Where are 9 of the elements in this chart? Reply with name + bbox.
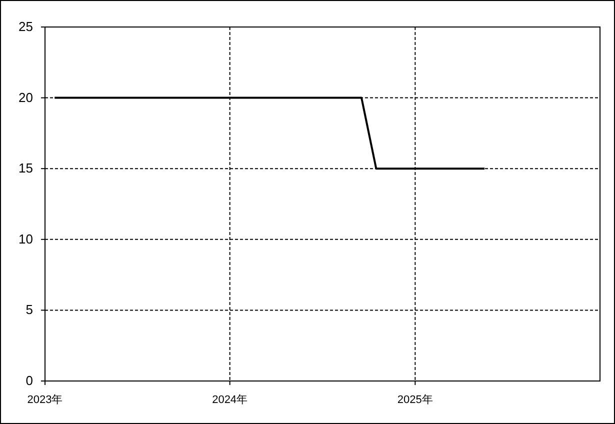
y-tick-label: 10 [18, 231, 33, 246]
y-tick-label: 0 [26, 373, 33, 388]
y-tick-label: 15 [18, 160, 33, 176]
x-tick-label: 2023年 [27, 394, 63, 406]
y-tick-label: 25 [18, 19, 33, 34]
y-tick-label: 5 [26, 302, 33, 318]
x-tick-label: 2025年 [397, 394, 433, 406]
y-tick-label: 20 [18, 90, 33, 105]
x-tick-label: 2024年 [212, 394, 248, 406]
